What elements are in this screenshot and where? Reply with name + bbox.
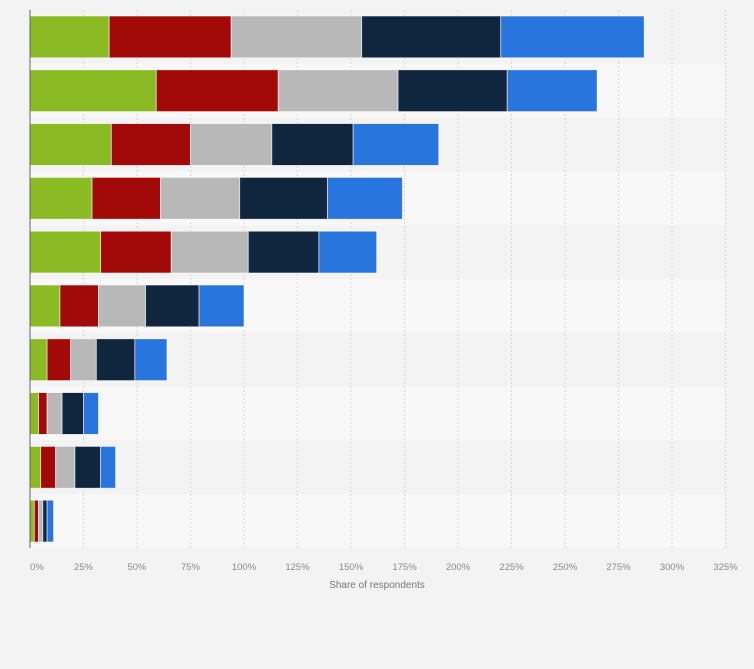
x-tick-label: 0% xyxy=(30,562,44,573)
x-axis-title: Share of respondents xyxy=(329,580,425,591)
x-tick-label: 300% xyxy=(660,562,685,573)
bar-segment-series-1-row-9[interactable] xyxy=(29,445,42,489)
bar-segment-series-2-row-2[interactable] xyxy=(155,69,279,113)
x-tick-label: 75% xyxy=(181,562,201,573)
bar-segment-series-3-row-10[interactable] xyxy=(38,499,44,543)
bar-segment-series-5-row-2[interactable] xyxy=(506,69,598,113)
bars xyxy=(29,15,645,543)
bar-segment-series-2-row-3[interactable] xyxy=(110,123,191,166)
x-tick-label: 275% xyxy=(606,562,631,573)
bar-segment-series-1-row-5[interactable] xyxy=(29,230,102,274)
bar-segment-series-4-row-1[interactable] xyxy=(361,15,502,59)
bar-segment-series-5-row-3[interactable] xyxy=(352,123,440,166)
bar-segment-series-5-row-9[interactable] xyxy=(100,445,117,489)
bar-segment-series-2-row-5[interactable] xyxy=(100,230,172,274)
bar-segment-series-1-row-8[interactable] xyxy=(29,392,39,435)
x-tick-label: 50% xyxy=(127,562,147,573)
x-tick-label: 150% xyxy=(339,562,364,573)
bar-segment-series-5-row-6[interactable] xyxy=(198,284,245,328)
bar-segment-series-4-row-4[interactable] xyxy=(239,176,328,220)
bar-segment-series-5-row-10[interactable] xyxy=(46,499,54,543)
bar-segment-series-4-row-8[interactable] xyxy=(61,392,84,435)
x-tick-label: 225% xyxy=(499,562,524,573)
bar-segment-series-1-row-4[interactable] xyxy=(29,176,93,220)
bar-segment-series-4-row-9[interactable] xyxy=(74,445,102,489)
bar-segment-series-4-row-5[interactable] xyxy=(247,230,320,274)
bar-segment-series-3-row-6[interactable] xyxy=(98,284,146,328)
row-band xyxy=(30,386,726,441)
bar-segment-series-2-row-9[interactable] xyxy=(40,445,57,489)
x-tick-label: 250% xyxy=(553,562,578,573)
bar-segment-series-5-row-7[interactable] xyxy=(134,338,168,381)
bar-segment-series-1-row-6[interactable] xyxy=(29,284,61,328)
x-tick-label: 125% xyxy=(285,562,310,573)
bar-segment-series-2-row-4[interactable] xyxy=(91,176,161,220)
x-tick-label: 100% xyxy=(232,562,257,573)
bar-segment-series-3-row-8[interactable] xyxy=(46,392,63,435)
bar-segment-series-3-row-2[interactable] xyxy=(277,69,399,113)
bar-segment-series-3-row-4[interactable] xyxy=(160,176,241,220)
bar-segment-series-3-row-7[interactable] xyxy=(70,338,97,381)
bar-segment-series-1-row-2[interactable] xyxy=(29,69,157,113)
bar-segment-series-5-row-8[interactable] xyxy=(83,392,99,435)
bar-segment-series-4-row-6[interactable] xyxy=(145,284,200,328)
bar-segment-series-5-row-1[interactable] xyxy=(500,15,645,59)
bar-segment-series-3-row-3[interactable] xyxy=(190,123,273,166)
bar-segment-series-3-row-1[interactable] xyxy=(230,15,363,59)
bar-segment-series-5-row-5[interactable] xyxy=(318,230,378,274)
bar-segment-series-2-row-10[interactable] xyxy=(33,499,39,543)
x-tick-label: 325% xyxy=(713,562,738,573)
bar-segment-series-1-row-7[interactable] xyxy=(29,338,48,381)
bar-segment-series-3-row-5[interactable] xyxy=(170,230,249,274)
bar-segment-series-4-row-2[interactable] xyxy=(397,69,508,113)
row-band xyxy=(30,440,726,495)
bar-segment-series-2-row-1[interactable] xyxy=(108,15,232,59)
bar-segment-series-4-row-3[interactable] xyxy=(271,123,354,166)
bar-segment-series-1-row-1[interactable] xyxy=(29,15,110,59)
bar-segment-series-1-row-3[interactable] xyxy=(29,123,112,166)
bar-segment-series-4-row-10[interactable] xyxy=(42,499,48,543)
row-band xyxy=(30,494,726,548)
bar-segment-series-2-row-8[interactable] xyxy=(38,392,48,435)
x-tick-labels: 0% 25% 50% 75% 100% 125% 150% 175% 200% 225% 250% 2… xyxy=(30,562,738,573)
x-tick-label: 25% xyxy=(74,562,94,573)
bar-segment-series-4-row-7[interactable] xyxy=(95,338,136,381)
bar-segment-series-2-row-7[interactable] xyxy=(46,338,72,381)
bar-segment-series-1-row-10[interactable] xyxy=(29,499,35,543)
bar-segment-series-5-row-4[interactable] xyxy=(327,176,403,220)
x-tick-label: 200% xyxy=(446,562,471,573)
bar-segment-series-3-row-9[interactable] xyxy=(55,445,76,489)
bar-segment-series-2-row-6[interactable] xyxy=(59,284,99,328)
x-tick-label: 175% xyxy=(392,562,417,573)
